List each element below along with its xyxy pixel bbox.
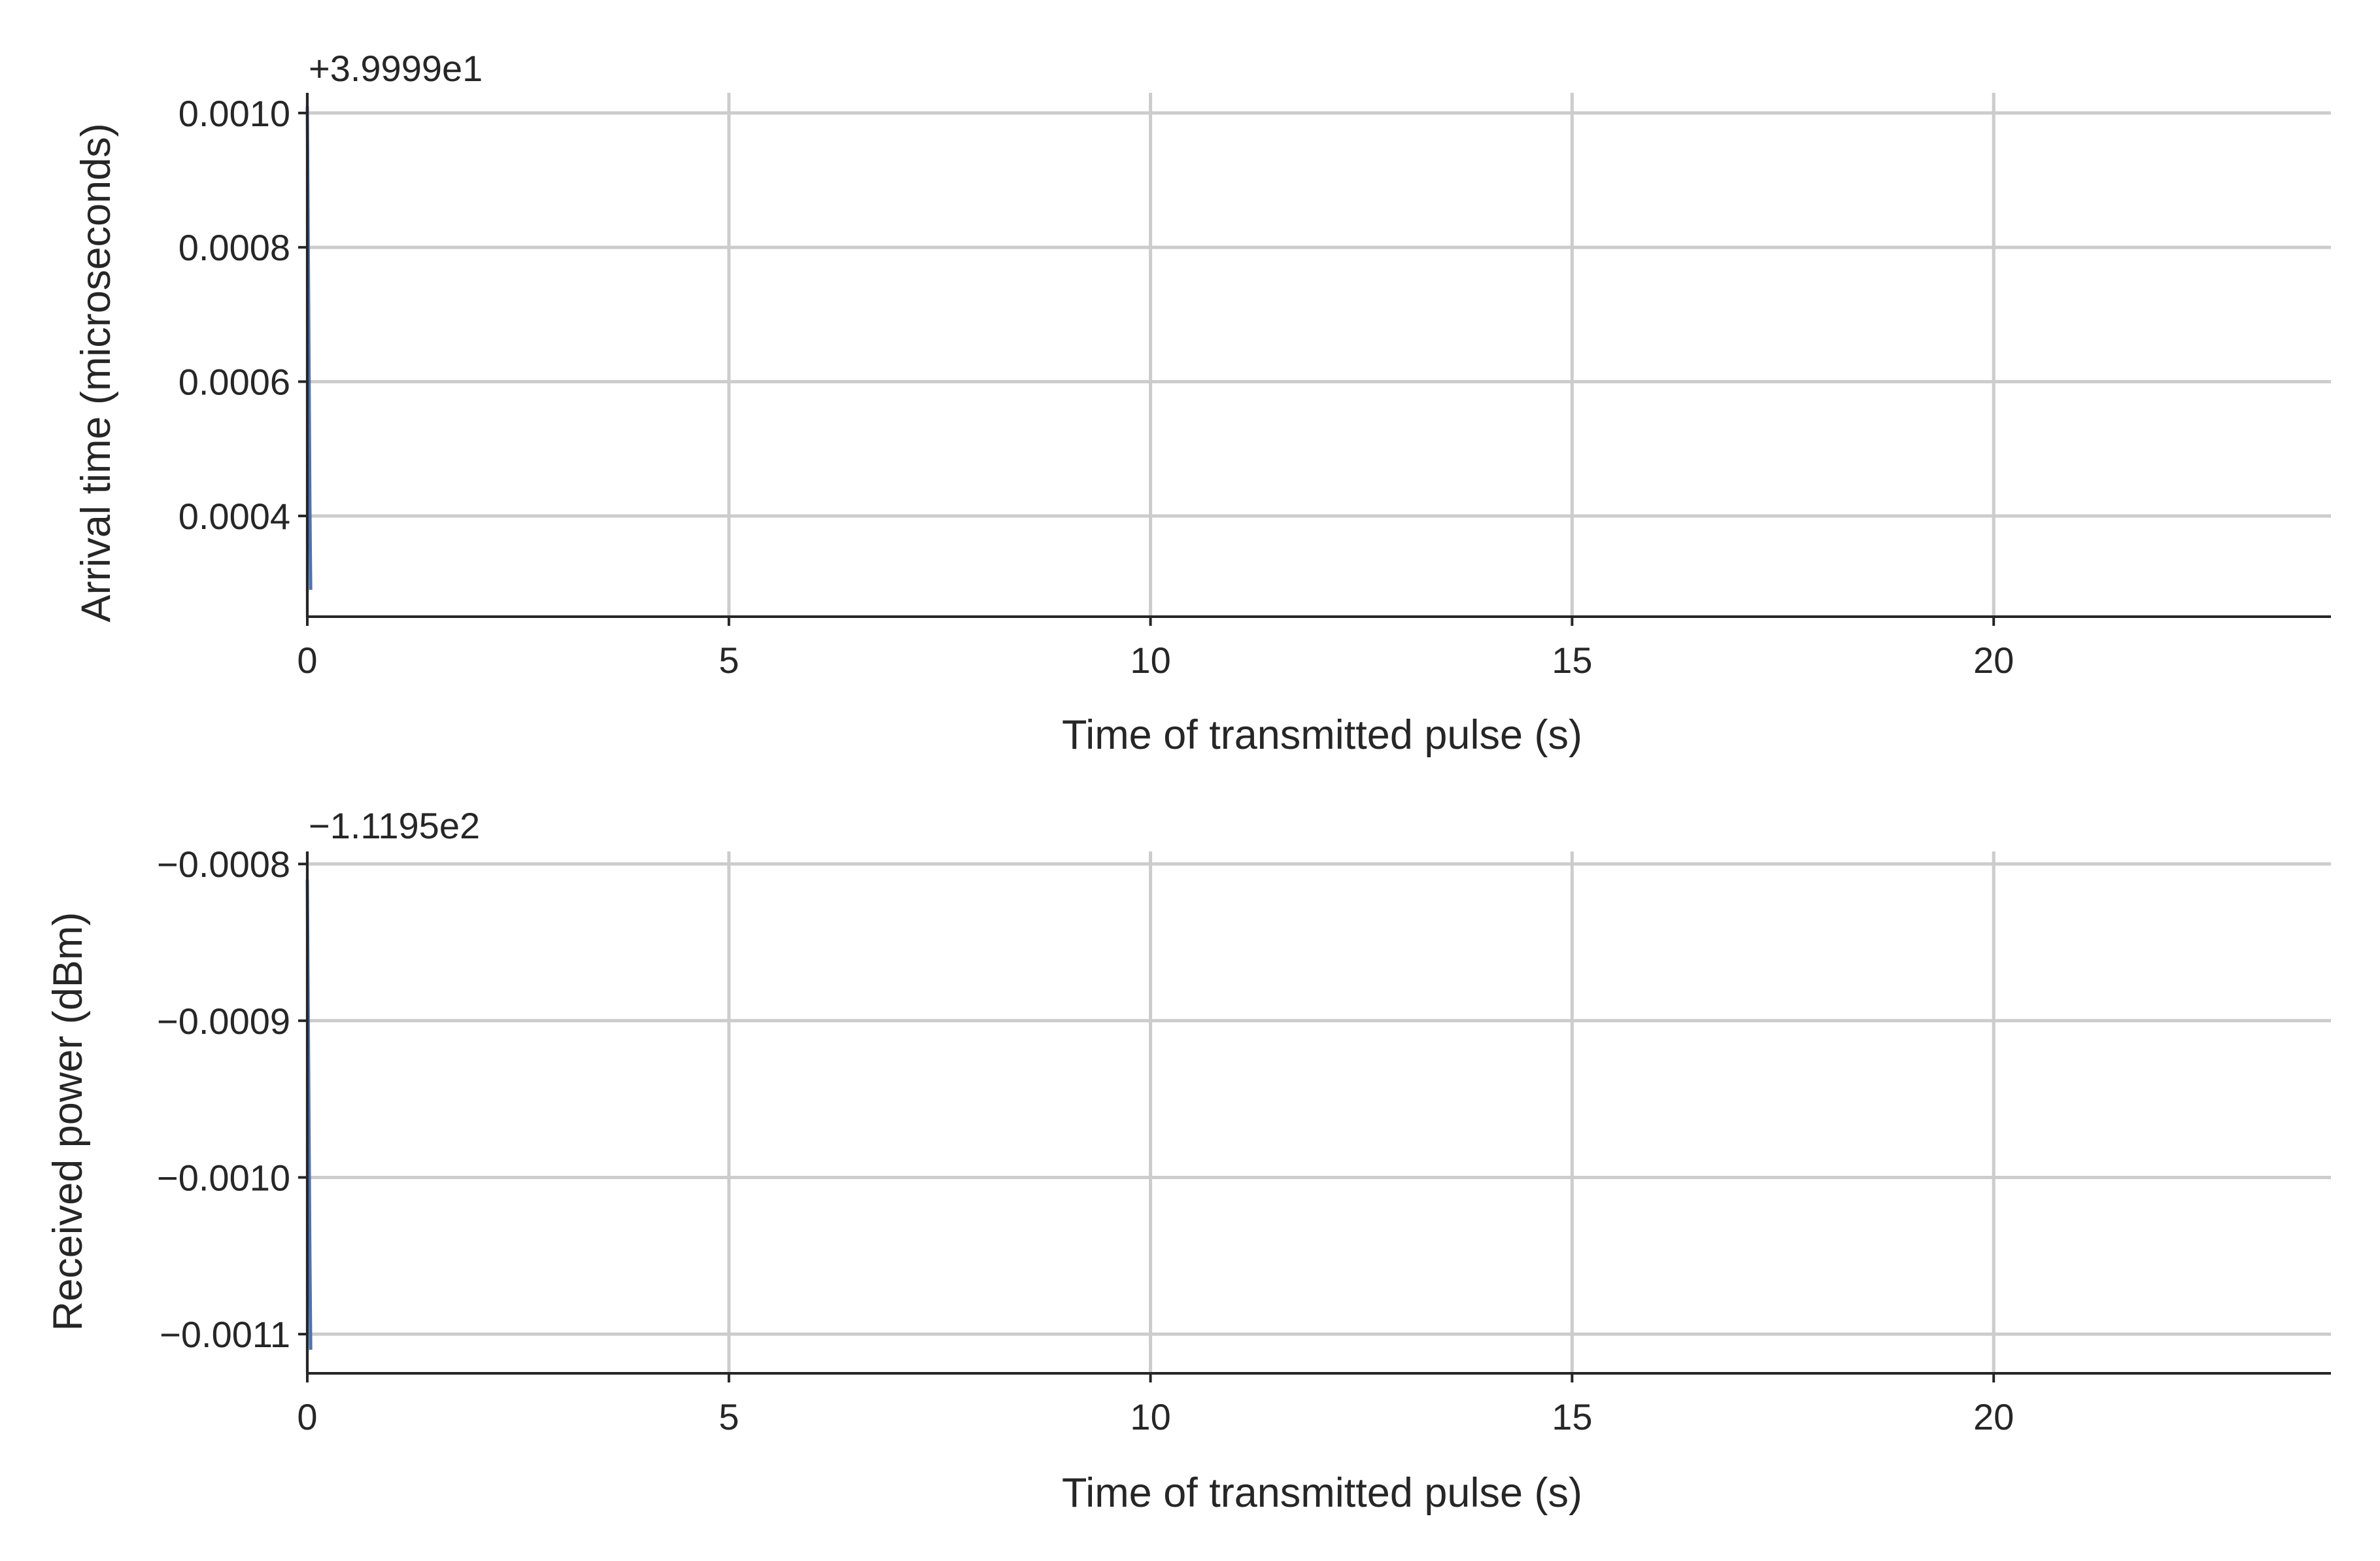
y-tick-label: −0.0009: [157, 1001, 290, 1042]
arrival-time-panel: 0 5 10 15 20 0.0004 0.0006 0.0008 0.0010 +3.999…: [73, 48, 2331, 758]
y-tick-label: 0.0006: [178, 362, 290, 403]
x-axis-label: Time of transmitted pulse (s): [1062, 1470, 1582, 1516]
x-tick-label: 10: [1130, 1396, 1170, 1437]
y-axis-label: Arrival time (microseconds): [73, 123, 119, 622]
x-tick-label: 15: [1552, 1396, 1592, 1437]
y-tick-label: 0.0010: [178, 93, 290, 134]
y-tick-label: 0.0004: [178, 496, 290, 537]
grid: [305, 851, 2331, 1373]
y-axis-label: Received power (dBm): [45, 912, 91, 1331]
received-power-panel: 0 5 10 15 20 −0.0008 −0.0009 −0.0010 −0.0011 −1…: [45, 805, 2331, 1516]
y-tick-label: −0.0011: [160, 1314, 290, 1355]
x-tick-label: 15: [1552, 640, 1592, 681]
x-tick-label: 20: [1973, 640, 2014, 681]
grid: [305, 93, 2331, 617]
x-axis-label: Time of transmitted pulse (s): [1062, 712, 1582, 758]
x-tick-label: 0: [297, 640, 317, 681]
y-tick-label: −0.0008: [157, 844, 290, 885]
y-offset-text: −1.1195e2: [309, 805, 480, 846]
y-tick-label: 0.0008: [178, 227, 290, 268]
y-tick-label: −0.0010: [157, 1157, 290, 1198]
y-offset-text: +3.9999e1: [309, 48, 483, 89]
x-tick-label: 10: [1130, 640, 1170, 681]
x-ticks: 0 5 10 15 20: [297, 617, 2014, 681]
x-tick-label: 5: [719, 640, 739, 681]
x-ticks: 0 5 10 15 20: [297, 1373, 2014, 1437]
y-ticks: −0.0008 −0.0009 −0.0010 −0.0011: [157, 844, 307, 1355]
x-tick-label: 20: [1973, 1396, 2014, 1437]
y-ticks: 0.0004 0.0006 0.0008 0.0010: [178, 93, 307, 537]
x-tick-label: 0: [297, 1396, 317, 1437]
x-tick-label: 5: [719, 1396, 739, 1437]
